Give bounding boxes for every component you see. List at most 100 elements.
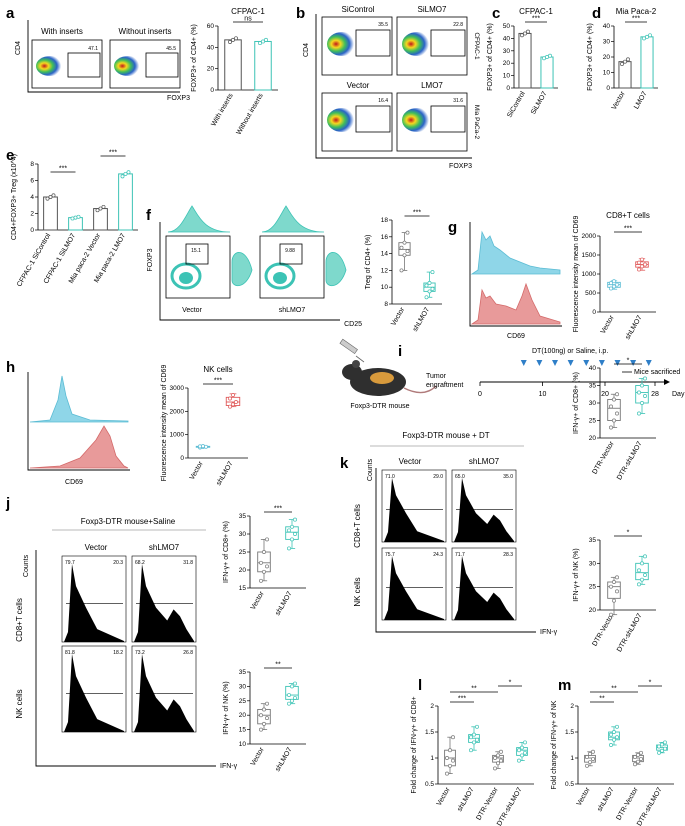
d-point [645, 34, 649, 39]
j-xlabel: IFN-γ [220, 763, 238, 770]
m-point [636, 759, 640, 764]
l-point [451, 758, 455, 763]
b-col1-title: SiControl [342, 5, 375, 14]
k2-point [615, 575, 619, 580]
l-point [448, 748, 452, 753]
f-point [399, 268, 404, 273]
h-xlabel: CD69 [65, 479, 83, 486]
d-point [642, 36, 646, 41]
k1-sig-label: * [627, 358, 630, 365]
k2-ytick-label: 20 [589, 607, 597, 614]
dt-marker [536, 360, 543, 366]
l-ytick-label: 1 [430, 755, 434, 762]
m-sig-label: ** [599, 696, 605, 703]
b-ylabel: CD4 [303, 43, 310, 57]
syringe-icon [339, 338, 365, 363]
b-row2-label: Mia PaCa-2 [473, 105, 480, 140]
k1-point [643, 376, 647, 381]
e-point [120, 174, 125, 179]
dt-marker [552, 360, 558, 366]
j-pct-left: 68.2 [135, 560, 145, 566]
e-ytick-label: 4 [30, 194, 34, 201]
j1-ytick-label: 25 [239, 549, 247, 556]
e-point [101, 204, 106, 209]
b-plot3-gate [355, 105, 391, 133]
m-point [639, 750, 643, 755]
f-ytick-label: 16 [381, 234, 389, 241]
panel-f-flow: FOXP3 15.1 Vector 9.88 shLMO7 CD25 [147, 205, 362, 328]
a-point [261, 39, 265, 44]
k2-point [609, 584, 613, 589]
m-point [591, 757, 595, 761]
a-plot2-pct: 45.5 [166, 46, 176, 52]
j-pct-left: 79.7 [65, 560, 75, 566]
e-ytick-label: 0 [30, 227, 34, 234]
f-point [427, 281, 432, 285]
k1-point [612, 397, 616, 402]
f-point [405, 249, 410, 254]
c-point [520, 33, 524, 38]
f-point [427, 289, 432, 294]
j-pct-left: 81.8 [65, 650, 75, 656]
j1-point [287, 546, 291, 551]
l-sig-label: ** [471, 686, 477, 693]
j1-point [290, 537, 294, 542]
j-pct-right: 26.8 [183, 650, 193, 656]
h-point [231, 393, 235, 397]
a-ytick-label: 40 [207, 44, 215, 51]
k1-ytick-label: 20 [589, 435, 597, 442]
d-sig-label: *** [632, 16, 640, 23]
g-point [609, 286, 613, 291]
a-plot2-gate [145, 52, 179, 78]
k2-point [637, 582, 641, 587]
i-day-label: Day [672, 391, 685, 398]
i-ticks: 0 10 20 28 [478, 382, 659, 398]
i-tick-label: 0 [478, 391, 482, 398]
b-plot1-density [327, 32, 357, 56]
e-point [98, 206, 103, 211]
i-tumor-label: Tumor engraftment [426, 373, 463, 389]
l-point [523, 740, 527, 745]
f-plot1-gate [185, 243, 209, 265]
j2-point [293, 681, 297, 686]
e-sig-label: *** [59, 166, 67, 173]
j1-point [290, 524, 294, 529]
j2-sig-label: ** [275, 662, 281, 669]
c-sig-label: *** [532, 16, 540, 23]
j2-point [265, 716, 269, 721]
k-ylabel: Counts [367, 458, 374, 481]
k2-point [643, 573, 647, 577]
m-point [660, 742, 664, 747]
g-point [612, 279, 616, 284]
k2-point [637, 568, 641, 573]
panel-letter-j: j [5, 495, 10, 512]
k2-point [612, 598, 616, 603]
k2-point [640, 561, 644, 566]
k-col1: Vector [399, 457, 422, 466]
j2-point [287, 693, 291, 697]
d-category-label: LMO7 [633, 90, 649, 110]
c-ytick-label: 0 [506, 85, 510, 92]
chart-f: 8 10 12 14 16 18 Treg of CD4+ (%) Vector shLMO7 *… [365, 210, 442, 333]
f-xlabel: CD25 [344, 321, 362, 328]
e-bar [93, 208, 108, 231]
i-tick-label: 10 [539, 391, 547, 398]
j2-ytick-label: 15 [239, 727, 247, 734]
l-point [499, 758, 503, 763]
l-point [523, 750, 527, 755]
g-point [640, 257, 644, 262]
b-plot1-gate [355, 29, 391, 57]
g-category-label: Vector [600, 314, 616, 335]
b-plot3-frame [321, 92, 393, 152]
b-plot4-frame [396, 92, 468, 152]
m-ytick-label: 1 [570, 755, 574, 762]
m-point [609, 732, 613, 737]
j2-ytick-label: 20 [239, 712, 247, 719]
j2-point [290, 698, 294, 703]
k1-ytick-label: 25 [589, 418, 597, 425]
a-point [228, 40, 232, 44]
l-point [496, 753, 500, 758]
g-ytick-label: 2000 [582, 233, 597, 240]
